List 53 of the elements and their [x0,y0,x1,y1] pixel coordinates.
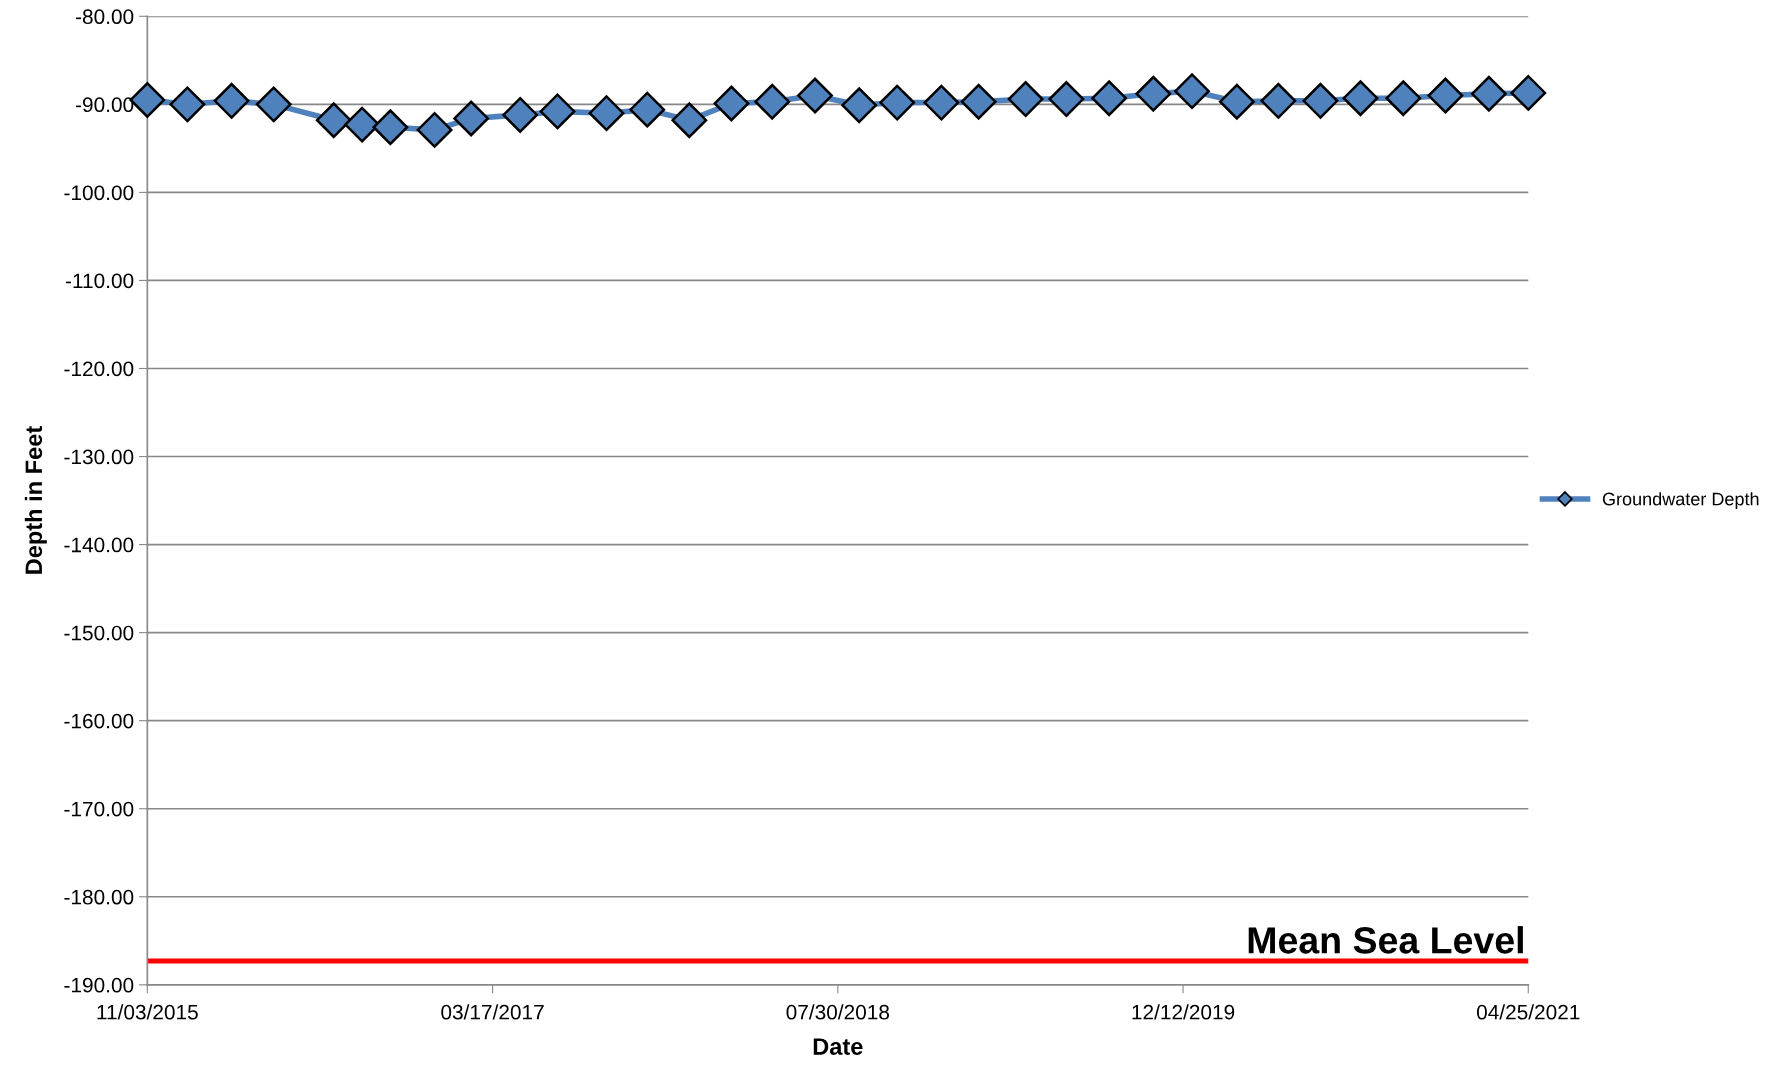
point [255,86,292,123]
point [588,95,625,132]
point [1342,80,1379,117]
point [502,96,539,133]
y-tick-label: -120.00 [64,361,134,377]
point [1091,80,1128,117]
point [1007,81,1044,118]
x-tick-label: 04/25/2021 [1476,1004,1580,1020]
point [1260,82,1297,119]
point [879,84,916,121]
y-tick-label: -100.00 [64,185,134,201]
x-axis-title: Date [813,1038,863,1055]
point [841,87,878,124]
x-tick-label: 03/17/2017 [441,1004,544,1020]
point [1510,74,1547,111]
point [1048,81,1085,118]
point [213,82,250,119]
point [797,77,833,114]
point [1174,73,1210,110]
y-tick-label: -170.00 [64,801,134,817]
x-tick-label: 12/12/2019 [1132,1004,1235,1020]
x-tick-label: 07/30/2018 [786,1004,890,1020]
y-tick-label: -130.00 [64,449,134,465]
point [923,84,960,121]
point [315,102,352,139]
y-tick-label: -180.00 [64,889,134,905]
y-tick-label: -190.00 [64,977,134,993]
y-tick-label: -110.00 [65,273,134,289]
point [1470,75,1507,112]
point [416,111,453,148]
legend-label: Groundwater Depth [1602,492,1759,509]
point [1135,75,1172,112]
point [960,83,997,120]
point [453,100,490,137]
y-tick-label: -160.00 [64,713,134,729]
y-tick-label: -150.00 [64,625,134,641]
point [629,91,666,128]
y-axis-title: Depth in Feet [24,426,47,574]
y-tick-label: -80.00 [75,9,134,25]
point [1385,80,1422,117]
x-tick-label: 11/03/2015 [97,1004,198,1020]
point [169,86,206,123]
point [539,93,576,130]
point [713,85,750,122]
point [1218,83,1255,120]
point [1427,77,1464,114]
ref-line-label: Mean Sea Level [1248,926,1523,954]
point [1302,82,1339,119]
point [671,102,708,139]
point [754,83,791,120]
point [372,109,409,146]
y-tick-label: -90.00 [75,97,134,113]
y-tick-label: -140.00 [64,537,134,553]
